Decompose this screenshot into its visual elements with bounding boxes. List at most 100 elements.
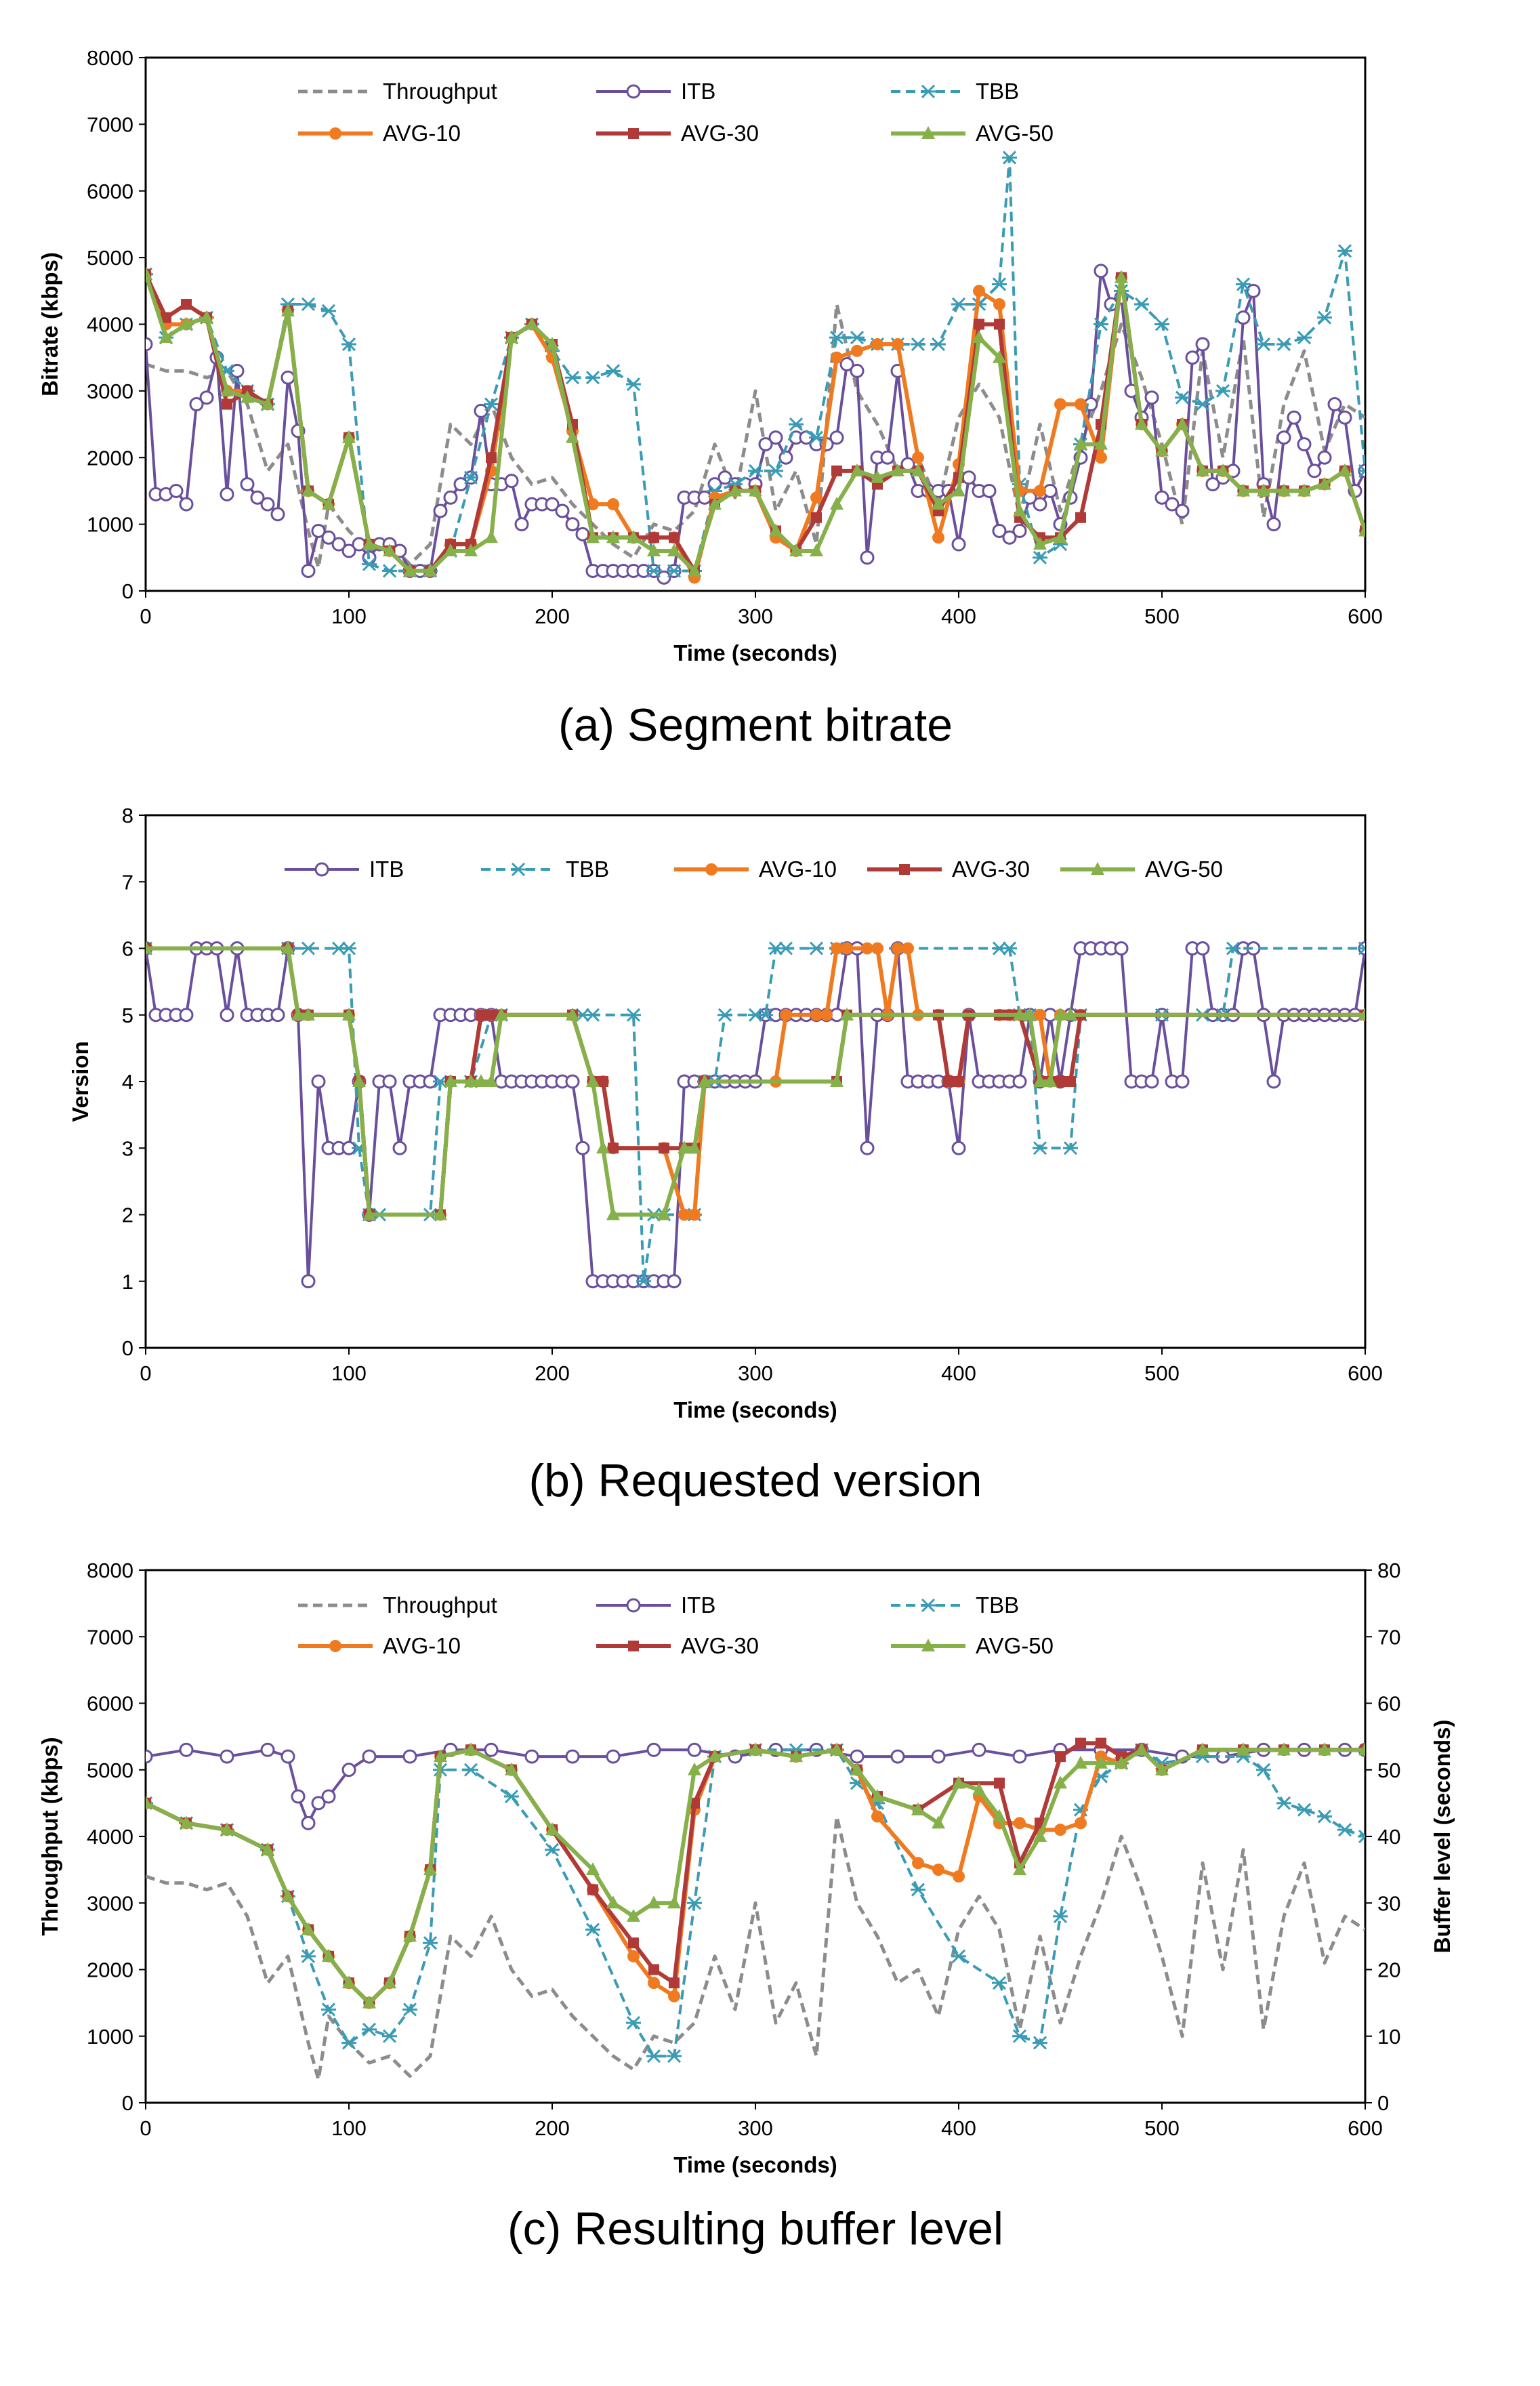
y-axis-label: Version — [68, 1041, 93, 1122]
data-point-avg-50 — [667, 543, 681, 556]
data-point-avg-50 — [1155, 1762, 1169, 1775]
data-point-tbb — [1256, 337, 1271, 352]
data-point-itb — [179, 1742, 194, 1757]
legend-marker-avg-30 — [628, 1641, 639, 1651]
data-point-itb — [382, 1074, 397, 1089]
data-point-itb — [1317, 450, 1332, 465]
data-point-tbb — [626, 377, 641, 392]
data-point-avg-50 — [423, 1862, 437, 1876]
data-point-avg-50 — [444, 543, 457, 556]
data-point-avg-30 — [628, 1937, 639, 1949]
data-point-avg-10 — [1095, 451, 1107, 464]
y-tick-label: 0 — [122, 2091, 133, 2115]
data-point-itb — [1236, 310, 1251, 325]
data-point-avg-30 — [161, 312, 171, 323]
y-tick-label: 7000 — [87, 1625, 133, 1649]
data-point-itb — [1276, 430, 1291, 445]
data-point-avg-50 — [495, 1007, 508, 1021]
data-point-tbb — [463, 470, 478, 485]
data-point-itb — [433, 503, 448, 518]
data-point-avg-50 — [342, 1975, 356, 1989]
data-point-avg-30 — [486, 452, 497, 464]
x-tick-label: 300 — [738, 604, 773, 628]
data-point-avg-30 — [1065, 1076, 1076, 1087]
data-point-avg-50 — [484, 1074, 498, 1087]
data-point-tbb — [1236, 277, 1251, 291]
data-point-itb — [778, 450, 793, 465]
data-point-avg-50 — [850, 1762, 864, 1775]
legend-label-avg-10: AVG-10 — [759, 857, 837, 882]
y-tick-label: 1 — [122, 1270, 133, 1294]
data-point-avg-50 — [1013, 503, 1026, 516]
data-point-itb — [829, 430, 844, 445]
data-point-tbb — [545, 1843, 560, 1857]
data-point-tbb — [341, 941, 356, 955]
data-point-avg-50 — [932, 1815, 945, 1829]
data-point-tbb — [992, 1976, 1007, 1990]
data-point-avg-30 — [1055, 1076, 1066, 1087]
legend-label-tbb: TBB — [566, 857, 609, 882]
data-point-avg-10 — [1075, 398, 1087, 411]
data-point-tbb — [1033, 550, 1047, 564]
x-tick-label: 0 — [140, 604, 151, 628]
data-point-avg-50 — [830, 1742, 844, 1756]
data-point-tbb — [1297, 331, 1312, 345]
data-point-avg-50 — [545, 337, 559, 350]
data-point-avg-10 — [912, 451, 924, 464]
data-point-itb — [1195, 941, 1210, 955]
data-point-avg-30 — [943, 1076, 954, 1087]
data-point-avg-50 — [606, 1895, 620, 1909]
data-point-itb — [951, 537, 966, 552]
data-point-avg-50 — [789, 1749, 803, 1763]
data-point-avg-50 — [464, 1074, 478, 1087]
data-point-avg-50 — [383, 1975, 396, 1989]
data-point-tbb — [1337, 244, 1352, 258]
y-axis-label: Throughput (kbps) — [37, 1737, 62, 1935]
y-tick-label: 5000 — [87, 1758, 133, 1782]
data-point-tbb — [667, 2049, 682, 2063]
data-point-itb — [280, 370, 295, 385]
data-point-avg-10 — [678, 1208, 690, 1221]
data-point-tbb — [1033, 1141, 1047, 1155]
data-point-tbb — [1226, 941, 1241, 955]
data-point-tbb — [1317, 310, 1332, 325]
data-point-avg-10 — [831, 942, 843, 955]
data-point-tbb — [1002, 150, 1017, 165]
data-point-avg-10 — [973, 285, 985, 297]
data-point-avg-50 — [352, 1074, 366, 1087]
data-point-avg-50 — [1358, 1742, 1365, 1756]
data-point-tbb — [423, 1936, 438, 1950]
data-point-avg-30 — [994, 318, 1005, 330]
data-point-itb — [240, 477, 255, 492]
data-point-avg-50 — [911, 463, 925, 476]
legend-label-avg-10: AVG-10 — [383, 1633, 461, 1658]
legend-label-itb: ITB — [369, 857, 404, 882]
data-point-avg-50 — [1257, 483, 1270, 497]
data-point-avg-10 — [871, 1810, 883, 1823]
legend-marker-avg-30 — [899, 864, 910, 875]
y-tick-label: 4 — [122, 1070, 133, 1094]
data-point-avg-50 — [220, 1822, 234, 1836]
legend-label-throughput: Throughput — [383, 1592, 497, 1618]
data-point-avg-30 — [476, 1009, 486, 1021]
y-tick-label: 0 — [122, 1336, 133, 1360]
data-point-itb — [982, 483, 997, 498]
data-point-itb — [1266, 1074, 1281, 1089]
data-point-avg-50 — [789, 543, 803, 556]
legend-label-avg-30: AVG-30 — [681, 121, 759, 146]
data-point-avg-30 — [953, 1076, 964, 1087]
y2-tick-label: 30 — [1377, 1891, 1400, 1915]
legend-marker-avg-30 — [628, 128, 639, 139]
data-point-avg-50 — [1094, 1755, 1108, 1769]
data-point-avg-50 — [749, 1742, 762, 1756]
data-point-avg-50 — [698, 1074, 711, 1087]
data-point-avg-50 — [1196, 1742, 1209, 1756]
data-point-tbb — [341, 337, 356, 352]
data-point-avg-50 — [952, 483, 965, 497]
data-point-avg-30 — [659, 1143, 669, 1154]
data-point-avg-50 — [200, 310, 213, 323]
y2-tick-label: 0 — [1377, 2091, 1389, 2115]
data-point-avg-10 — [810, 1008, 823, 1021]
data-point-itb — [514, 517, 529, 532]
data-point-avg-10 — [861, 942, 873, 955]
